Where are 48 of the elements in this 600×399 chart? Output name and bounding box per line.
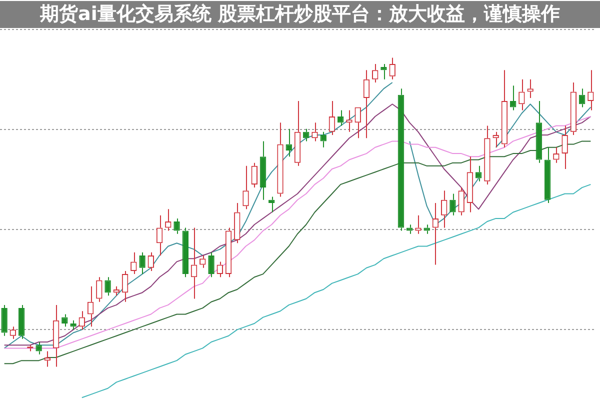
candlestick [354,107,361,139]
candlestick [260,140,266,200]
candlestick [346,110,352,132]
candlestick [544,146,551,204]
candlestick [527,78,534,98]
candlestick [36,342,42,355]
candlestick [458,187,464,216]
candlestick [328,100,336,136]
candlestick [389,57,396,80]
candlestick [303,128,310,142]
candlestick [182,227,189,278]
candlestick [294,100,301,166]
candlestick [234,202,240,244]
candlestick [18,304,25,340]
candlestick [570,82,577,136]
candlestick [70,320,76,330]
candlestick [242,165,249,210]
candlestick [277,122,284,198]
candlestick [225,227,232,278]
chart-title: 期货ai量化交易系统 股票杠杆炒股平台：放大收益，谨慎操作 [40,2,560,27]
candlestick [562,125,568,170]
candlestick [139,252,146,275]
candlestick [501,70,508,148]
candlestick [518,78,525,111]
candlestick [87,286,94,328]
candlestick [484,125,490,185]
candlestick [251,162,258,188]
candlestick [52,304,60,368]
candlestick [122,270,128,302]
candlestick [363,70,370,139]
candlestick [440,190,448,228]
candlestick [156,214,163,256]
candlestick [536,100,542,164]
candlestick [104,276,111,296]
candlestick [492,131,499,148]
candlestick [208,252,214,278]
candlestick [424,224,430,234]
candlestick [415,214,422,234]
candlestick [475,165,482,182]
candlestick [1,304,8,336]
candlestick [466,156,474,213]
candlestick [398,88,404,232]
candlestick [190,227,198,300]
candlestick [96,276,102,302]
candlestick [380,63,387,80]
candlestick [450,193,456,216]
candlestick [148,252,154,272]
candlestick [406,224,413,234]
